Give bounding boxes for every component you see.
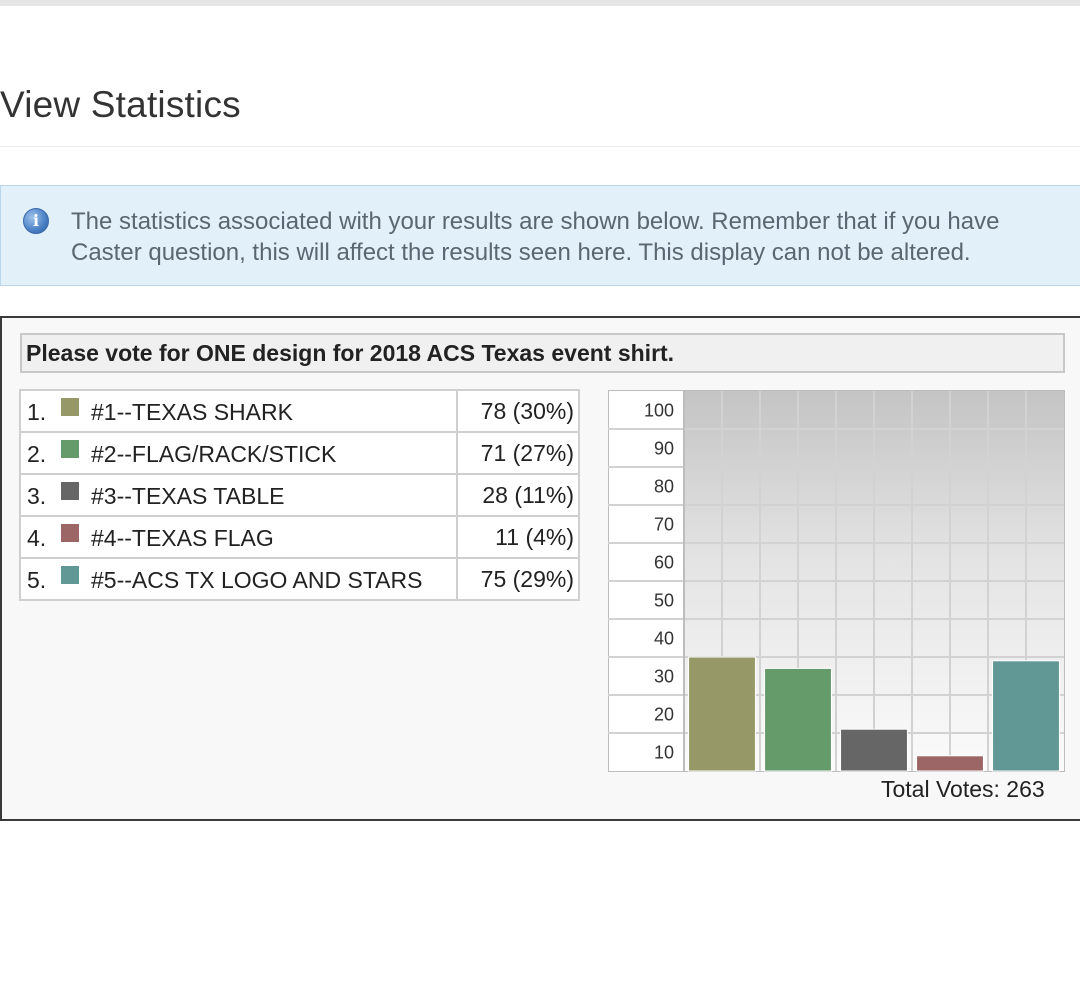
option-cell: 5. #5--ACS TX LOGO AND STARS — [19, 557, 458, 601]
chart-bar — [916, 755, 984, 772]
top-bar — [0, 0, 1080, 6]
page-title: View Statistics — [0, 84, 241, 125]
y-tick-label: 100 — [644, 401, 674, 421]
y-tick-label: 20 — [654, 705, 674, 725]
y-tick-label: 40 — [654, 629, 674, 649]
y-tick-label: 50 — [654, 591, 674, 611]
info-line-2: Caster question, this will affect the re… — [71, 239, 971, 266]
option-cell: 3. #3--TEXAS TABLE — [19, 473, 458, 517]
option-label: #1--TEXAS SHARK — [91, 399, 293, 425]
table-row: 5. #5--ACS TX LOGO AND STARS 75 (29%) — [19, 557, 580, 601]
y-tick-label: 30 — [654, 667, 674, 687]
option-cell: 1. #1--TEXAS SHARK — [19, 389, 458, 433]
results-bar-chart: 100 90 80 70 60 50 40 30 20 10 — [608, 390, 1065, 772]
option-label: #3--TEXAS TABLE — [91, 483, 285, 509]
chart-bar — [992, 660, 1060, 772]
y-tick-label: 80 — [654, 477, 674, 497]
table-row: 1. #1--TEXAS SHARK 78 (30%) — [19, 389, 580, 433]
color-swatch — [61, 524, 79, 542]
option-result: 78 (30%) — [456, 389, 580, 433]
chart-svg: 100 90 80 70 60 50 40 30 20 10 — [608, 390, 1065, 772]
chart-bar — [688, 656, 756, 772]
option-cell: 2. #2--FLAG/RACK/STICK — [19, 431, 458, 475]
poll-question: Please vote for ONE design for 2018 ACS … — [20, 333, 1065, 373]
info-notice: i The statistics associated with your re… — [0, 185, 1080, 286]
option-label: #2--FLAG/RACK/STICK — [91, 441, 337, 467]
y-tick-label: 90 — [654, 439, 674, 459]
chart-bar — [840, 728, 908, 772]
option-rank: 3. — [27, 483, 47, 509]
option-label: #5--ACS TX LOGO AND STARS — [91, 567, 423, 593]
table-row: 3. #3--TEXAS TABLE 28 (11%) — [19, 473, 580, 517]
option-result: 75 (29%) — [456, 557, 580, 601]
color-swatch — [61, 398, 79, 416]
info-line-1: The statistics associated with your resu… — [71, 208, 1000, 235]
color-swatch — [61, 566, 79, 584]
poll-results-panel: Please vote for ONE design for 2018 ACS … — [0, 316, 1080, 821]
total-votes: Total Votes: 263 — [881, 776, 1045, 802]
chart-bar — [764, 667, 832, 772]
y-tick-label: 60 — [654, 553, 674, 573]
table-row: 2. #2--FLAG/RACK/STICK 71 (27%) — [19, 431, 580, 475]
y-tick-label: 10 — [654, 743, 674, 763]
option-result: 11 (4%) — [456, 515, 580, 559]
option-rank: 1. — [27, 399, 47, 425]
color-swatch — [61, 482, 79, 500]
option-result: 71 (27%) — [456, 431, 580, 475]
option-rank: 4. — [27, 525, 47, 551]
option-rank: 5. — [27, 567, 47, 593]
option-result: 28 (11%) — [456, 473, 580, 517]
option-cell: 4. #4--TEXAS FLAG — [19, 515, 458, 559]
info-message: The statistics associated with your resu… — [71, 206, 1080, 268]
info-icon: i — [23, 208, 49, 234]
color-swatch — [61, 440, 79, 458]
title-divider — [0, 146, 1080, 147]
table-row: 4. #4--TEXAS FLAG 11 (4%) — [19, 515, 580, 559]
option-rank: 2. — [27, 441, 47, 467]
results-table: 1. #1--TEXAS SHARK 78 (30%) 2. #2--FLAG/… — [19, 389, 580, 601]
y-tick-label: 70 — [654, 515, 674, 535]
option-label: #4--TEXAS FLAG — [91, 525, 274, 551]
